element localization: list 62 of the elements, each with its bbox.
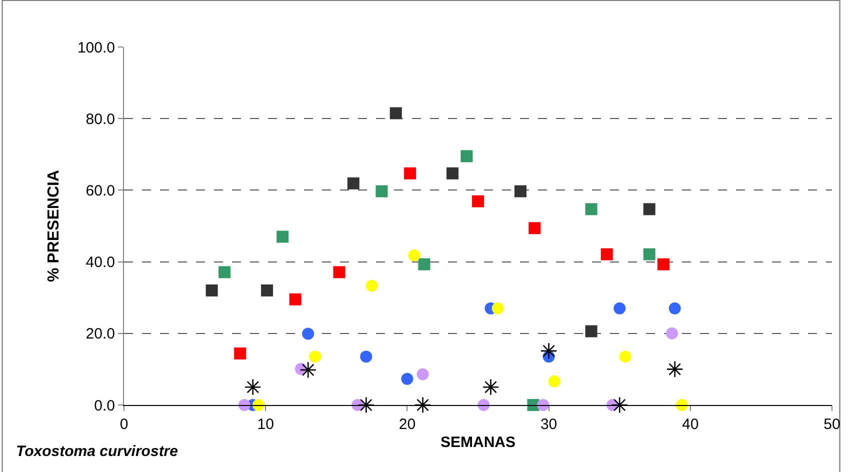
point — [600, 248, 613, 260]
point — [302, 328, 314, 340]
x-tick-label: 50 — [824, 416, 840, 433]
point — [414, 396, 432, 414]
point — [585, 203, 598, 216]
point — [482, 378, 500, 396]
point — [234, 347, 246, 360]
x-tick-label: 20 — [398, 416, 416, 433]
point — [358, 396, 375, 414]
point — [643, 203, 656, 216]
point — [276, 230, 289, 243]
x-tick-label: 40 — [682, 416, 699, 433]
point — [540, 342, 558, 360]
point — [238, 399, 250, 411]
point — [360, 350, 372, 363]
point — [347, 177, 360, 190]
point — [492, 302, 504, 314]
point — [668, 302, 681, 314]
x-axis-title: SEMANAS — [440, 434, 516, 451]
point — [472, 195, 484, 208]
point — [401, 372, 414, 385]
point — [309, 350, 322, 363]
point — [478, 399, 490, 411]
point — [418, 258, 430, 270]
point — [390, 107, 402, 120]
y-tick-label: 80.0 — [86, 110, 115, 128]
point — [408, 249, 420, 262]
point — [289, 293, 302, 306]
point — [666, 360, 684, 378]
point — [614, 302, 626, 314]
point — [611, 396, 628, 414]
point — [244, 378, 262, 396]
point — [333, 266, 346, 278]
point — [528, 222, 541, 234]
x-tick-label: 30 — [540, 416, 558, 433]
point — [446, 167, 459, 180]
y-tick-label: 20.0 — [86, 326, 115, 343]
point — [206, 284, 218, 296]
point — [585, 325, 598, 338]
point — [366, 280, 378, 292]
point — [548, 375, 560, 388]
y-axis-title: % PRESENCIA — [45, 170, 62, 282]
point — [676, 399, 688, 411]
point — [666, 327, 678, 340]
point — [300, 361, 317, 378]
point — [658, 258, 670, 270]
x-tick-label: 0 — [120, 416, 128, 433]
y-tick-label: 0.0 — [94, 397, 115, 414]
y-tick-label: 100.0 — [77, 39, 115, 56]
y-tick-label: 40.0 — [86, 254, 115, 272]
point — [460, 150, 473, 162]
point — [514, 185, 526, 198]
point — [404, 167, 416, 180]
point — [619, 350, 632, 363]
point — [643, 248, 656, 260]
point — [376, 185, 388, 198]
x-tick-label: 10 — [257, 416, 274, 433]
point — [261, 284, 274, 296]
point — [416, 368, 429, 380]
y-tick-label: 60.0 — [86, 182, 115, 200]
text: Toxostoma curvirostre — [16, 443, 178, 460]
point — [218, 266, 231, 278]
